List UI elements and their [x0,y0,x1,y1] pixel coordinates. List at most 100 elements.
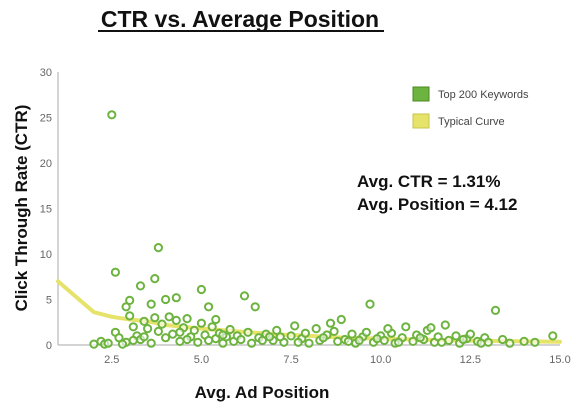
keyword-point [444,335,454,345]
y-tick-label: 20 [40,158,52,170]
keyword-point [182,334,192,345]
keyword-point [139,316,149,326]
keyword-point [243,327,253,337]
keyword-point [107,110,117,120]
keyword-point [257,335,267,345]
keyword-point [161,294,171,305]
keyword-point [361,327,371,337]
keyword-point [383,324,393,334]
keyword-point [311,324,321,334]
keyword-point [379,335,389,345]
legend-item-keywords: Top 200 Keywords [412,86,529,102]
keyword-point [239,291,250,301]
legend-swatch-curve [412,113,430,129]
keyword-point [171,315,181,325]
keyword-point [519,336,529,346]
keyword-point [490,305,501,315]
keyword-point [161,333,171,343]
legend-label-keywords: Top 200 Keywords [438,89,529,101]
keyword-point [207,322,217,332]
keyword-point [304,338,314,348]
x-tick-label: 2.5 [104,354,119,366]
x-tick-label: 15.0 [549,354,570,366]
keyword-point [135,281,146,291]
keyword-point [440,320,450,330]
keyword-point [128,322,138,332]
y-tick-label: 0 [46,340,52,352]
keyword-point [354,335,364,345]
keyword-point [476,338,486,348]
keyword-point [164,312,174,322]
keyword-point [365,299,375,309]
keyword-point [110,267,121,277]
keyword-point [250,302,260,312]
keyword-point [182,314,192,324]
keyword-point [372,334,382,344]
keyword-point [286,331,296,341]
keyword-point [157,319,167,329]
y-tick-labels: 0 5 10 15 20 25 30 [40,67,52,352]
keyword-point [211,314,221,325]
keyword-point [171,293,181,303]
y-tick-label: 10 [40,249,52,261]
keyword-point [318,333,328,343]
x-tick-label: 7.5 [283,354,298,366]
y-tick-label: 30 [40,67,52,79]
keyword-point [293,337,303,347]
keyword-point [117,339,128,349]
keyword-point [143,324,153,334]
y-tick-label: 25 [40,113,52,125]
keyword-points-layer [89,110,558,349]
keyword-point [168,329,178,339]
chart-title: CTR vs. Average Position [101,6,379,32]
keyword-point [300,328,310,338]
keyword-point [204,335,214,345]
x-tick-labels: 2.5 5.0 7.5 10.0 12.5 15.0 [104,354,571,366]
keyword-point [247,338,257,348]
keyword-point [426,323,436,333]
keyword-point [153,243,163,253]
keyword-point [451,331,461,341]
x-tick-label: 12.5 [460,354,481,366]
keyword-point [128,335,138,345]
keyword-point [437,337,447,347]
keyword-point [415,333,425,343]
keyword-point [153,326,163,336]
keyword-point [193,337,203,347]
keyword-point [146,299,156,309]
keyword-point [548,331,558,341]
legend: Top 200 Keywords Typical Curve [412,86,529,129]
keyword-point [325,318,336,328]
keyword-point [103,338,113,348]
keyword-point [498,334,508,345]
keyword-point [401,322,411,332]
keyword-point [121,302,131,312]
keyword-point [139,332,149,342]
keyword-point [175,327,185,337]
legend-swatch-keywords [412,86,430,102]
x-axis-label: Avg. Ad Position [195,383,330,402]
keyword-point [333,336,343,346]
keyword-point [189,325,199,335]
keyword-point [336,314,346,325]
keyword-point [505,338,515,348]
keyword-point [125,311,135,321]
keyword-point [343,336,353,346]
keyword-point [275,332,285,342]
keyword-point [218,330,228,340]
keyword-point [89,339,99,349]
keyword-point [290,321,300,331]
legend-item-curve: Typical Curve [412,113,505,129]
keyword-point [394,337,404,347]
y-tick-label: 5 [46,295,52,307]
keyword-point [150,313,160,323]
keyword-point [347,329,357,339]
keyword-point [236,334,246,345]
y-tick-label: 15 [40,204,52,216]
keyword-point [530,337,540,347]
legend-label-curve: Typical Curve [438,116,505,128]
keyword-point [265,332,275,342]
keyword-point [146,338,156,348]
keyword-point [175,336,185,346]
